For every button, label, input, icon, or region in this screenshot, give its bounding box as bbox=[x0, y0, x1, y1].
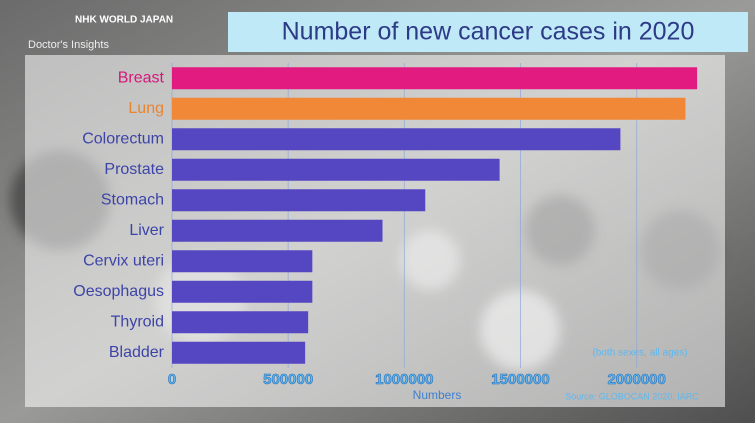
y-tick-label: Bladder bbox=[109, 344, 165, 361]
bar bbox=[172, 97, 686, 120]
y-tick-label: Colorectum bbox=[82, 130, 164, 147]
source: Source: GLOBOCAN 2020, IARC bbox=[565, 391, 699, 401]
y-tick-label: Prostate bbox=[104, 161, 164, 178]
bar bbox=[172, 219, 383, 242]
chart-title: Number of new cancer cases in 2020 bbox=[282, 18, 695, 46]
bar bbox=[172, 128, 621, 151]
y-tick-label: Breast bbox=[118, 69, 165, 86]
program-title: Doctor's Insights bbox=[28, 39, 109, 51]
note: (both sexes, all ages) bbox=[592, 348, 687, 359]
x-tick-label: 1500000 bbox=[491, 371, 549, 388]
x-tick-label: 2000000 bbox=[607, 371, 665, 388]
x-tick-label: 500000 bbox=[263, 371, 313, 388]
bar bbox=[172, 189, 426, 212]
bar bbox=[172, 311, 309, 334]
bar bbox=[172, 158, 500, 181]
bar bbox=[172, 250, 313, 273]
y-tick-label: Oesophagus bbox=[73, 283, 164, 300]
bar bbox=[172, 341, 306, 364]
bar bbox=[172, 280, 313, 303]
logo: NHK WORLD JAPAN bbox=[75, 15, 173, 26]
y-tick-label: Liver bbox=[129, 222, 164, 239]
bar bbox=[172, 67, 698, 90]
y-tick-label: Thyroid bbox=[111, 313, 164, 330]
y-tick-label: Cervix uteri bbox=[83, 252, 164, 269]
y-tick-label: Stomach bbox=[101, 191, 164, 208]
y-tick-label: Lung bbox=[128, 100, 164, 117]
x-tick-label: 1000000 bbox=[375, 371, 433, 388]
x-axis-label: Numbers bbox=[413, 388, 462, 402]
x-tick-label: 0 bbox=[168, 371, 176, 388]
title-box bbox=[228, 12, 748, 52]
